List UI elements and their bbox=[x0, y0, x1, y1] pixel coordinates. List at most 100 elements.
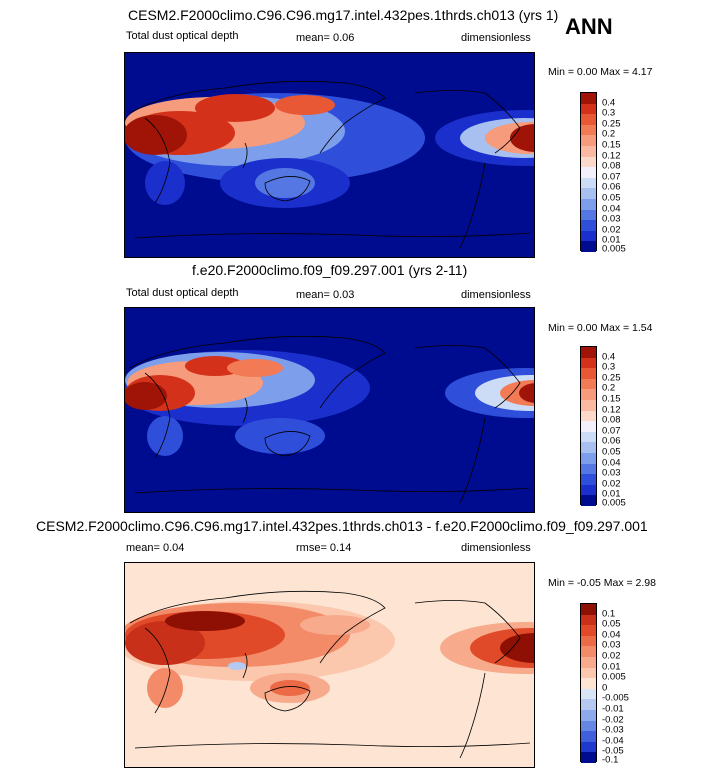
cbar2-swatch bbox=[581, 463, 596, 475]
cbar1-label: 0.005 bbox=[602, 243, 626, 255]
panel2-variable: Total dust optical depth bbox=[126, 287, 239, 299]
cbar3-label: -0.1 bbox=[602, 754, 619, 766]
cbar3-swatch bbox=[581, 625, 596, 636]
cbar3-label: -0.03 bbox=[602, 724, 624, 736]
cbar3-label: 0.1 bbox=[602, 608, 616, 620]
cbar3-label: 0.04 bbox=[602, 629, 621, 641]
cbar1-swatch bbox=[581, 209, 596, 221]
cbar2-swatch bbox=[581, 421, 596, 432]
panel2-title: f.e20.F2000climo.f09_f09.297.001 (yrs 2-… bbox=[192, 262, 468, 278]
cbar2-label: 0.08 bbox=[602, 414, 621, 426]
panel3-map bbox=[124, 562, 535, 768]
cbar3-label: -0.05 bbox=[602, 745, 624, 757]
panel2-minmax: Min = 0.00 Max = 1.54 bbox=[548, 322, 653, 334]
cbar2-label: 0.02 bbox=[602, 478, 621, 490]
cbar1-label: 0.05 bbox=[602, 192, 621, 204]
cbar3-label: -0.005 bbox=[602, 692, 629, 704]
cbar3-swatch bbox=[581, 731, 596, 742]
panel1-title: CESM2.F2000climo.C96.C96.mg17.intel.432p… bbox=[128, 7, 559, 23]
panel3-rmse: rmse= 0.14 bbox=[296, 542, 352, 554]
panel3-minmax: Min = -0.05 Max = 2.98 bbox=[548, 577, 656, 589]
cbar3-label: -0.04 bbox=[602, 735, 624, 747]
cbar3-swatch bbox=[581, 741, 596, 753]
cbar3-swatch bbox=[581, 635, 596, 647]
cbar2-swatch bbox=[581, 378, 596, 390]
cbar1-swatch bbox=[581, 199, 596, 210]
cbar2-swatch bbox=[581, 410, 596, 422]
panel1-mean: mean= 0.06 bbox=[296, 32, 355, 44]
cbar2-label: 0.05 bbox=[602, 446, 621, 458]
cbar3-label: 0.02 bbox=[602, 650, 621, 662]
cbar2-label: 0.04 bbox=[602, 457, 621, 469]
panel2-mean: mean= 0.03 bbox=[296, 289, 355, 301]
cbar3-label: -0.01 bbox=[602, 703, 624, 715]
cbar3-swatch bbox=[581, 604, 596, 615]
cbar1-swatch bbox=[581, 93, 596, 104]
cbar3-label: 0.03 bbox=[602, 639, 621, 651]
panel3-units: dimensionless bbox=[461, 542, 531, 554]
cbar3-swatch bbox=[581, 710, 596, 721]
cbar2-swatch bbox=[581, 474, 596, 485]
panel1-units: dimensionless bbox=[461, 32, 531, 44]
cbar1-label: 0.06 bbox=[602, 181, 621, 193]
panel1-minmax: Min = 0.00 Max = 4.17 bbox=[548, 66, 653, 78]
cbar3-swatch bbox=[581, 752, 596, 763]
cbar1-swatch bbox=[581, 220, 596, 231]
cbar1-label: 0.15 bbox=[602, 139, 621, 151]
cbar2-swatch bbox=[581, 484, 596, 496]
cbar2-label: 0.005 bbox=[602, 497, 626, 509]
cbar3-swatch bbox=[581, 646, 596, 657]
cbar1-label: 0.08 bbox=[602, 160, 621, 172]
cbar1-label: 0.25 bbox=[602, 118, 621, 130]
cbar2-swatch bbox=[581, 400, 596, 411]
cbar3-swatch bbox=[581, 667, 596, 679]
cbar1-swatch bbox=[581, 114, 596, 125]
cbar2-label: 0.15 bbox=[602, 393, 621, 405]
cbar2-label: 0.12 bbox=[602, 404, 621, 416]
cbar2-label: 0.01 bbox=[602, 488, 621, 500]
cbar1-swatch bbox=[581, 124, 596, 136]
cbar3-swatch bbox=[581, 720, 596, 732]
cbar3-swatch bbox=[581, 699, 596, 710]
cbar1-label: 0.2 bbox=[602, 128, 616, 140]
cbar3-label: 0 bbox=[602, 682, 608, 694]
cbar2-swatch bbox=[581, 442, 596, 453]
cbar2-label: 0.03 bbox=[602, 467, 621, 479]
cbar3-swatch bbox=[581, 614, 596, 626]
panel1-map bbox=[124, 52, 535, 258]
cbar1-swatch bbox=[581, 146, 596, 157]
panel3-title: CESM2.F2000climo.C96.C96.mg17.intel.432p… bbox=[36, 518, 648, 534]
cbar1-swatch bbox=[581, 167, 596, 178]
panel3-mean: mean= 0.04 bbox=[126, 542, 185, 554]
season-label: ANN bbox=[565, 14, 613, 39]
cbar2-label: 0.06 bbox=[602, 435, 621, 447]
cbar2-swatch bbox=[581, 431, 596, 443]
cbar1-label: 0.12 bbox=[602, 150, 621, 162]
cbar1-label: 0.04 bbox=[602, 203, 621, 215]
cbar3-swatch bbox=[581, 688, 596, 700]
cbar3-label: 0.05 bbox=[602, 618, 621, 630]
cbar2-label: 0.3 bbox=[602, 361, 616, 373]
cbar2-label: 0.2 bbox=[602, 382, 616, 394]
cbar1-label: 0.3 bbox=[602, 107, 616, 119]
panel2-map bbox=[124, 307, 535, 513]
cbar2-label: 0.25 bbox=[602, 372, 621, 384]
panel1-variable: Total dust optical depth bbox=[126, 30, 239, 42]
cbar2-swatch bbox=[581, 347, 596, 358]
cbar2-label: 0.4 bbox=[602, 351, 616, 363]
cbar2-swatch bbox=[581, 495, 596, 506]
cbar3-label: 0.005 bbox=[602, 671, 626, 683]
cbar2-label: 0.07 bbox=[602, 425, 621, 437]
cbar1-swatch bbox=[581, 135, 596, 146]
cbar3-swatch bbox=[581, 678, 596, 689]
cbar1-swatch bbox=[581, 103, 596, 115]
cbar1-swatch bbox=[581, 177, 596, 189]
cbar2-swatch bbox=[581, 453, 596, 464]
cbar2-swatch bbox=[581, 357, 596, 369]
cbar2-swatch bbox=[581, 368, 596, 379]
cbar3-swatch bbox=[581, 657, 596, 668]
cbar1-label: 0.07 bbox=[602, 171, 621, 183]
cbar3-label: 0.01 bbox=[602, 661, 621, 673]
cbar1-swatch bbox=[581, 230, 596, 242]
cbar1-swatch bbox=[581, 156, 596, 168]
